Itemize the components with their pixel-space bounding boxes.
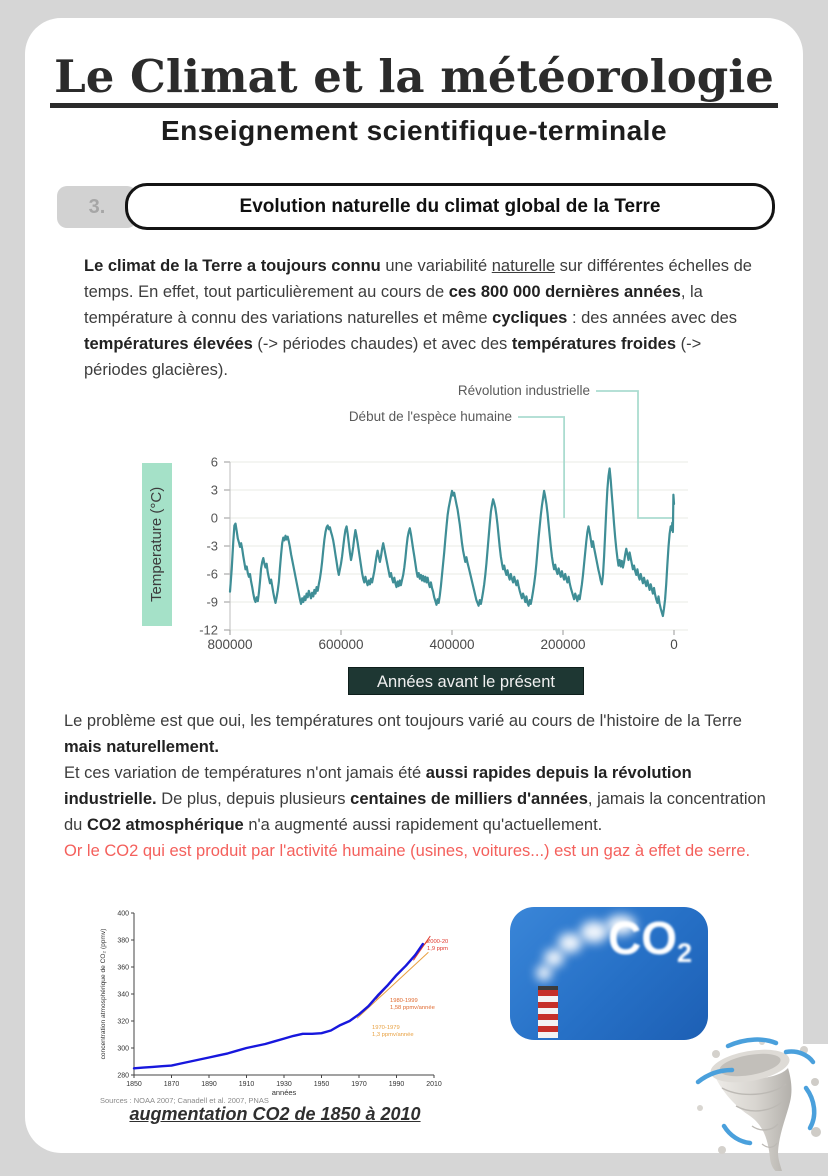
body-paragraph: Le problème est que oui, les température… — [64, 712, 766, 860]
svg-text:concentration atmosphérique de: concentration atmosphérique de CO₂ (ppmv… — [100, 929, 107, 1060]
temperature-chart: 6 3 0 -3 -6 -9 -12 800000 600000 400000 200000 0 Rév… — [140, 383, 700, 703]
svg-text:6: 6 — [211, 455, 218, 470]
svg-text:1950: 1950 — [314, 1081, 330, 1088]
temperature-chart-ylabel: Temperature (°C) — [142, 463, 172, 626]
co2-smokestack-image: CO2 — [510, 907, 708, 1040]
svg-text:-3: -3 — [206, 539, 218, 554]
co2-plot-svg: 280 300 320 340 360 380 400 1850 1870 1890 1910 193… — [100, 910, 469, 1097]
temperature-chart-xlabel: Années avant le présent — [348, 667, 584, 695]
page-header: Le Climat et la météorologie Enseignemen… — [0, 52, 828, 147]
smoke-puff — [536, 965, 552, 981]
temperature-chart-plot: 6 3 0 -3 -6 -9 -12 800000 600000 400000 200000 0 Rév… — [140, 383, 700, 708]
smoke-puff — [606, 915, 636, 935]
svg-text:1970: 1970 — [351, 1081, 367, 1088]
svg-text:1,3 ppmv/année: 1,3 ppmv/année — [372, 1032, 414, 1038]
svg-text:280: 280 — [117, 1072, 129, 1079]
svg-text:1850: 1850 — [126, 1081, 142, 1088]
svg-text:300: 300 — [117, 1045, 129, 1052]
svg-text:1890: 1890 — [201, 1081, 217, 1088]
svg-text:1990: 1990 — [389, 1081, 405, 1088]
svg-text:3: 3 — [211, 483, 218, 498]
svg-text:-6: -6 — [206, 567, 218, 582]
svg-text:1910: 1910 — [239, 1081, 255, 1088]
svg-text:2010: 2010 — [426, 1081, 442, 1088]
svg-text:-9: -9 — [206, 595, 218, 610]
co2-chart-plot: 280 300 320 340 360 380 400 1850 1870 1890 1910 193… — [92, 903, 469, 1103]
co2-chart-caption: augmentation CO2 de 1850 à 2010 — [129, 1104, 421, 1124]
svg-text:1970-1979: 1970-1979 — [372, 1025, 400, 1031]
svg-text:2000-2006: 2000-2006 — [427, 939, 448, 945]
page-subtitle: Enseignement scientifique-terminale — [160, 114, 668, 146]
svg-text:380: 380 — [117, 937, 129, 944]
smoke-puff — [558, 933, 582, 953]
svg-text:340: 340 — [117, 991, 129, 998]
svg-text:1,9 ppmv/année: 1,9 ppmv/année — [427, 946, 448, 952]
svg-text:360: 360 — [117, 964, 129, 971]
svg-text:-12: -12 — [199, 623, 218, 638]
svg-text:1,58 ppmv/année: 1,58 ppmv/année — [390, 1005, 435, 1011]
co2-cloud-text: CO2 — [607, 912, 692, 968]
svg-text:années: années — [272, 1088, 297, 1097]
section-number-badge: 3. — [57, 186, 137, 228]
section-title: Evolution naturelle du climat global de … — [125, 183, 775, 230]
smoke-puff — [580, 921, 608, 943]
intro-paragraph: Le climat de la Terre a toujours connu u… — [84, 257, 752, 379]
page-title: Le Climat et la météorologie — [50, 52, 778, 108]
svg-text:400: 400 — [117, 910, 129, 917]
smoke-puff — [544, 949, 564, 967]
svg-text:200000: 200000 — [540, 637, 585, 652]
svg-text:Révolution industrielle: Révolution industrielle — [458, 383, 590, 398]
svg-text:1980-1999: 1980-1999 — [390, 998, 418, 1004]
svg-text:400000: 400000 — [429, 637, 474, 652]
svg-text:0: 0 — [211, 511, 218, 526]
svg-text:Début de l'espèce humaine: Début de l'espèce humaine — [349, 409, 512, 424]
chimney-icon — [538, 986, 558, 1038]
svg-text:1870: 1870 — [164, 1081, 180, 1088]
co2-chart: 280 300 320 340 360 380 400 1850 1870 1890 1910 193… — [92, 903, 469, 1098]
svg-text:320: 320 — [117, 1018, 129, 1025]
svg-text:600000: 600000 — [318, 637, 363, 652]
svg-text:800000: 800000 — [207, 637, 252, 652]
svg-text:1930: 1930 — [276, 1081, 292, 1088]
svg-text:0: 0 — [670, 637, 678, 652]
tornado-icon — [688, 1030, 828, 1176]
co2-chart-source: Sources : NOAA 2007; Canadell et al. 200… — [100, 1096, 269, 1105]
